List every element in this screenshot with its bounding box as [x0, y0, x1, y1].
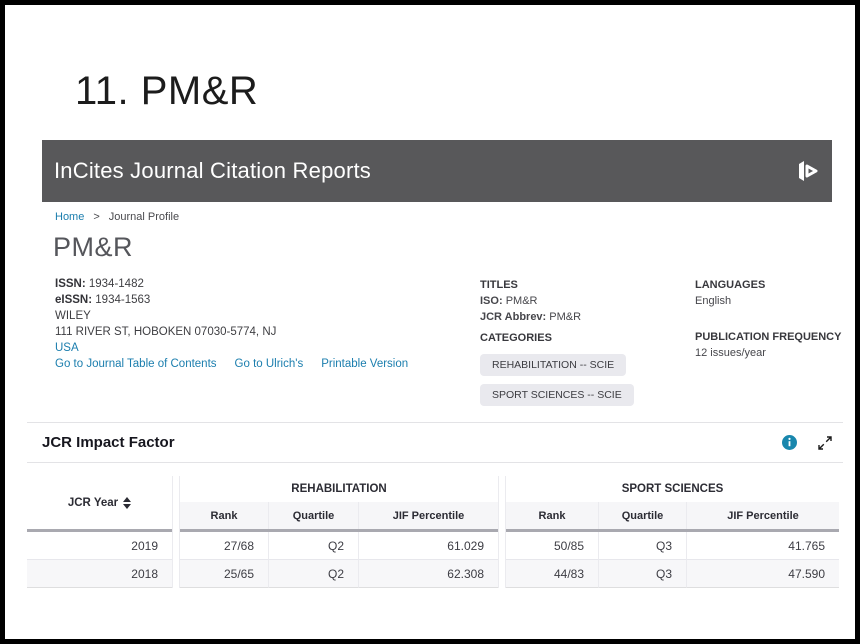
header-divider — [506, 529, 839, 532]
iso-title-line: ISO: PM&R — [480, 295, 538, 307]
jcr-impact-factor-table: JCR Year REHABILITATION SPORT SCIENCES R… — [27, 476, 839, 588]
group-header-rehabilitation: REHABILITATION — [180, 476, 498, 502]
publisher: WILEY — [55, 310, 91, 322]
titles-block: TITLES ISO: PM&R JCR Abbrev: PM&R — [480, 277, 581, 325]
rank-cell: 50/85 — [506, 532, 598, 560]
column-header-quartile: Quartile — [598, 502, 686, 529]
country-link[interactable]: USA — [55, 342, 79, 354]
jif-percentile-cell: 61.029 — [358, 532, 498, 560]
sort-icon — [123, 496, 132, 509]
languages-heading: LANGUAGES — [695, 279, 766, 291]
rank-cell: 27/68 — [180, 532, 268, 560]
header-divider — [180, 529, 498, 532]
publisher-address: 111 RIVER ST, HOBOKEN 07030-5774, NJ — [55, 326, 277, 338]
impact-factor-title: JCR Impact Factor — [42, 434, 175, 451]
journal-title: PM&R — [53, 232, 134, 262]
breadcrumb-separator: > — [93, 211, 100, 223]
jif-percentile-cell: 62.308 — [358, 560, 498, 588]
language-value: English — [695, 295, 732, 307]
publication-frequency-heading: PUBLICATION FREQUENCY — [695, 331, 842, 343]
jif-percentile-cell: 47.590 — [686, 560, 839, 588]
publication-frequency-value: 12 issues/year — [695, 347, 766, 359]
info-icon[interactable] — [782, 435, 797, 450]
quartile-cell: Q3 — [598, 532, 686, 560]
quartile-cell: Q2 — [268, 560, 358, 588]
eissn-line: eISSN: 1934-1563 — [55, 294, 151, 306]
languages-block: LANGUAGES English — [695, 277, 765, 309]
column-gap — [498, 476, 506, 588]
jcr-abbrev-line: JCR Abbrev: PM&R — [480, 311, 582, 323]
column-header-rank: Rank — [506, 502, 598, 529]
app-title: InCites Journal Citation Reports — [54, 158, 371, 183]
rank-cell: 44/83 — [506, 560, 598, 588]
expand-icon[interactable] — [817, 435, 833, 451]
year-column-header[interactable]: JCR Year — [27, 476, 172, 529]
impact-factor-header: JCR Impact Factor — [27, 423, 843, 463]
breadcrumb-current: Journal Profile — [108, 211, 180, 223]
header-divider — [27, 529, 172, 532]
impact-factor-panel: JCR Impact Factor — [27, 422, 843, 588]
slide-title: 11. PM&R — [75, 69, 259, 113]
column-header-quartile: Quartile — [268, 502, 358, 529]
category-button-rehabilitation[interactable]: REHABILITATION -- SCIE — [480, 354, 627, 376]
group-header-sport-sciences: SPORT SCIENCES — [506, 476, 839, 502]
printable-version-link[interactable]: Printable Version — [321, 358, 409, 370]
rank-cell: 25/65 — [180, 560, 268, 588]
categories-heading: CATEGORIES — [480, 332, 552, 344]
breadcrumb: Home > Journal Profile — [55, 211, 179, 223]
column-header-jif-percentile: JIF Percentile — [686, 502, 839, 529]
year-cell: 2019 — [27, 532, 172, 560]
app-header: InCites Journal Citation Reports — [42, 140, 832, 202]
ulrichs-link[interactable]: Go to Ulrich's — [234, 358, 304, 370]
clarivate-logo-icon[interactable] — [798, 160, 818, 182]
breadcrumb-home-link[interactable]: Home — [55, 211, 85, 223]
publication-frequency-block: PUBLICATION FREQUENCY 12 issues/year — [695, 329, 841, 361]
quartile-cell: Q2 — [268, 532, 358, 560]
quartile-cell: Q3 — [598, 560, 686, 588]
journal-info-block: ISSN: 1934-1482 eISSN: 1934-1563 WILEY 1… — [55, 276, 276, 356]
column-gap — [172, 476, 180, 588]
column-header-rank: Rank — [180, 502, 268, 529]
journal-links: Go to Journal Table of Contents Go to Ul… — [55, 358, 408, 370]
table-of-contents-link[interactable]: Go to Journal Table of Contents — [55, 358, 217, 370]
year-cell: 2018 — [27, 560, 172, 588]
column-header-jif-percentile: JIF Percentile — [358, 502, 498, 529]
titles-heading: TITLES — [480, 279, 518, 291]
category-button-sport-sciences[interactable]: SPORT SCIENCES -- SCIE — [480, 384, 634, 406]
categories-block: CATEGORIES REHABILITATION -- SCIE SPORT … — [480, 330, 634, 406]
issn-line: ISSN: 1934-1482 — [55, 278, 144, 290]
jif-percentile-cell: 41.765 — [686, 532, 839, 560]
